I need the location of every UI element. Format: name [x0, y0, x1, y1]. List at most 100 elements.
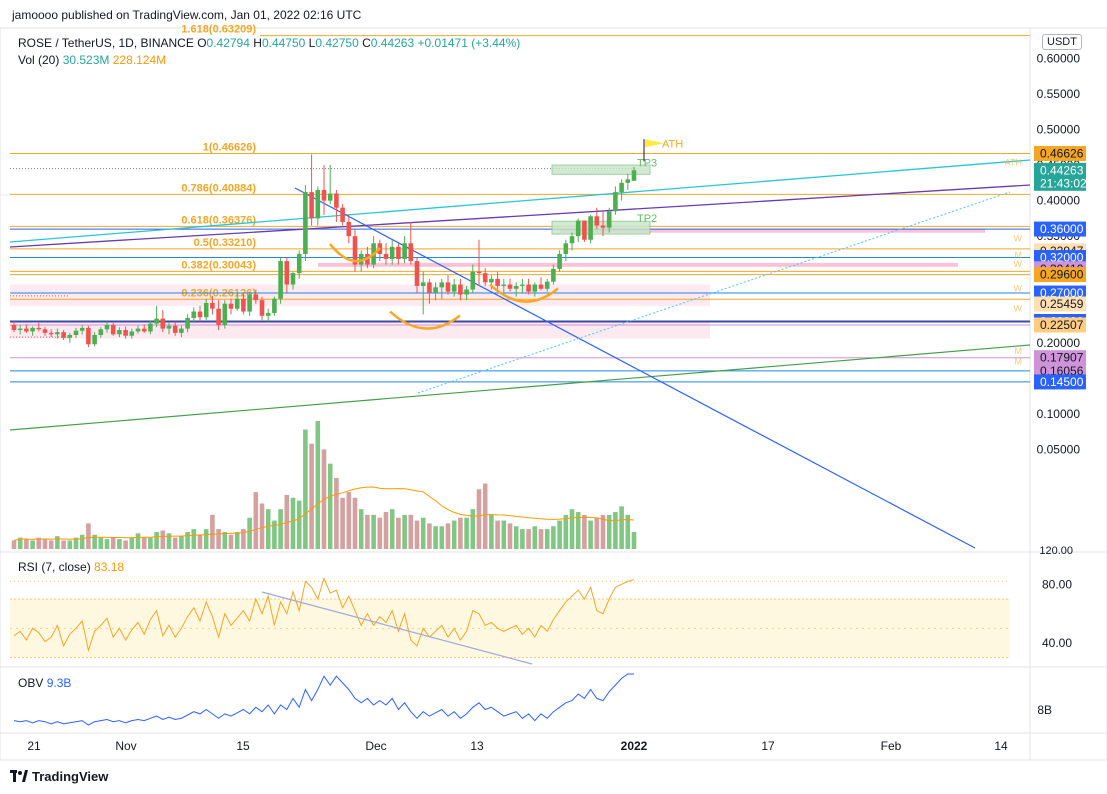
candle-body — [538, 284, 544, 289]
candle-body — [433, 287, 438, 294]
candle-body — [272, 298, 277, 313]
price-tick: 0.10000 — [1037, 407, 1081, 421]
candle-body — [30, 327, 35, 332]
volume-bar — [123, 540, 128, 549]
footer-brand: TradingView — [10, 769, 108, 784]
candle-body — [172, 325, 178, 333]
candle-body — [606, 211, 612, 228]
volume-bar — [166, 533, 172, 549]
volume-bar — [513, 526, 519, 549]
rsi-value: 83.18 — [94, 560, 125, 574]
price-label-bg — [1034, 162, 1086, 191]
obv-tick: 8B — [1037, 703, 1052, 717]
volume-bar — [160, 530, 166, 549]
candle-body — [154, 318, 159, 324]
candle-body — [600, 225, 606, 228]
fib-level-label: 0.786(0.40884) — [181, 182, 256, 194]
candle-body — [36, 327, 42, 330]
cup-arc — [489, 283, 559, 303]
candle-body — [321, 189, 327, 201]
time-tick: 2022 — [621, 739, 648, 753]
candle-body — [389, 246, 395, 259]
volume-scale-tick: 120.00 — [1039, 545, 1073, 557]
volume-bar — [234, 531, 240, 549]
volume-bar — [420, 517, 426, 549]
price-label: 0.25459 — [1040, 297, 1084, 311]
price-label-bg — [1034, 317, 1086, 333]
trendline-blue-down — [294, 187, 976, 549]
footer-brand-text: TradingView — [32, 769, 109, 784]
candle-body — [520, 284, 525, 286]
volume-bar — [625, 514, 631, 549]
candle-body — [123, 330, 128, 336]
candle-body — [526, 284, 531, 292]
volume-bar — [383, 512, 389, 549]
currency-badge[interactable]: USDT — [1042, 34, 1082, 50]
side-marker-label: W — [1014, 303, 1023, 313]
volume-bar — [117, 539, 122, 549]
candle-body — [141, 328, 147, 332]
volume-bar — [613, 512, 618, 549]
candle-body — [495, 278, 500, 286]
price-tick: 0.50000 — [1037, 123, 1081, 137]
high-label: H — [253, 36, 262, 50]
time-tick: 13 — [470, 739, 484, 753]
price-label: 0.36000 — [1040, 222, 1084, 236]
price-label-bg — [1034, 146, 1086, 162]
candle-body — [98, 329, 104, 336]
volume-bar — [544, 529, 550, 549]
volume-bar — [476, 489, 482, 549]
candle-body — [563, 243, 569, 254]
side-marker-label: M — [1015, 346, 1023, 356]
volume-bar — [371, 514, 376, 549]
time-tick: 17 — [761, 739, 775, 753]
volume-bar — [98, 537, 104, 549]
volume-bar — [569, 509, 575, 549]
volume-bar — [489, 514, 494, 549]
volume-bar — [470, 509, 476, 549]
fib-level-label: 1.618(0.63209) — [181, 24, 256, 36]
volume-bar — [24, 539, 29, 549]
volume-bar — [296, 500, 302, 549]
candle-body — [532, 284, 538, 292]
candle-body — [160, 318, 166, 329]
volume-bar — [582, 514, 587, 549]
low-label: L — [308, 36, 316, 50]
candle-body — [420, 282, 426, 286]
volume-label: Vol (20) — [18, 53, 60, 67]
fib-level-label: 1(0.46626) — [203, 142, 257, 154]
candle-body — [594, 216, 600, 226]
volume-bar — [377, 517, 383, 549]
volume-bar — [451, 520, 457, 549]
candle-body — [346, 221, 352, 237]
candle-body — [129, 331, 135, 336]
volume-bar — [631, 531, 637, 549]
candle-body — [619, 182, 624, 193]
cup-arc — [389, 310, 461, 330]
candle-body — [303, 192, 308, 254]
candle-body — [228, 303, 234, 309]
price-tick: 0.60000 — [1037, 51, 1081, 65]
volume-bar — [327, 463, 333, 549]
candle-body — [439, 282, 445, 288]
high-value: 0.44750 — [261, 36, 306, 50]
candle-body — [396, 246, 401, 259]
price-label: 0.29600 — [1040, 268, 1084, 282]
volume-bar — [606, 514, 612, 549]
volume-bar — [203, 529, 209, 549]
obv-line — [13, 673, 634, 726]
price-label: 0.22507 — [1040, 318, 1084, 332]
volume-bar — [619, 506, 624, 549]
volume-bar — [30, 540, 35, 549]
trendline-cyan — [9, 159, 1031, 243]
candle-body — [507, 284, 513, 289]
candle-body — [166, 325, 172, 329]
candle-body — [489, 278, 494, 283]
time-tick: Dec — [365, 739, 386, 753]
side-marker-label: W — [1014, 234, 1023, 244]
volume-ma-value: 228.124M — [112, 53, 167, 67]
candle-body — [470, 271, 476, 290]
price-label-bg — [1034, 267, 1086, 283]
price-label-bg — [1034, 250, 1086, 266]
